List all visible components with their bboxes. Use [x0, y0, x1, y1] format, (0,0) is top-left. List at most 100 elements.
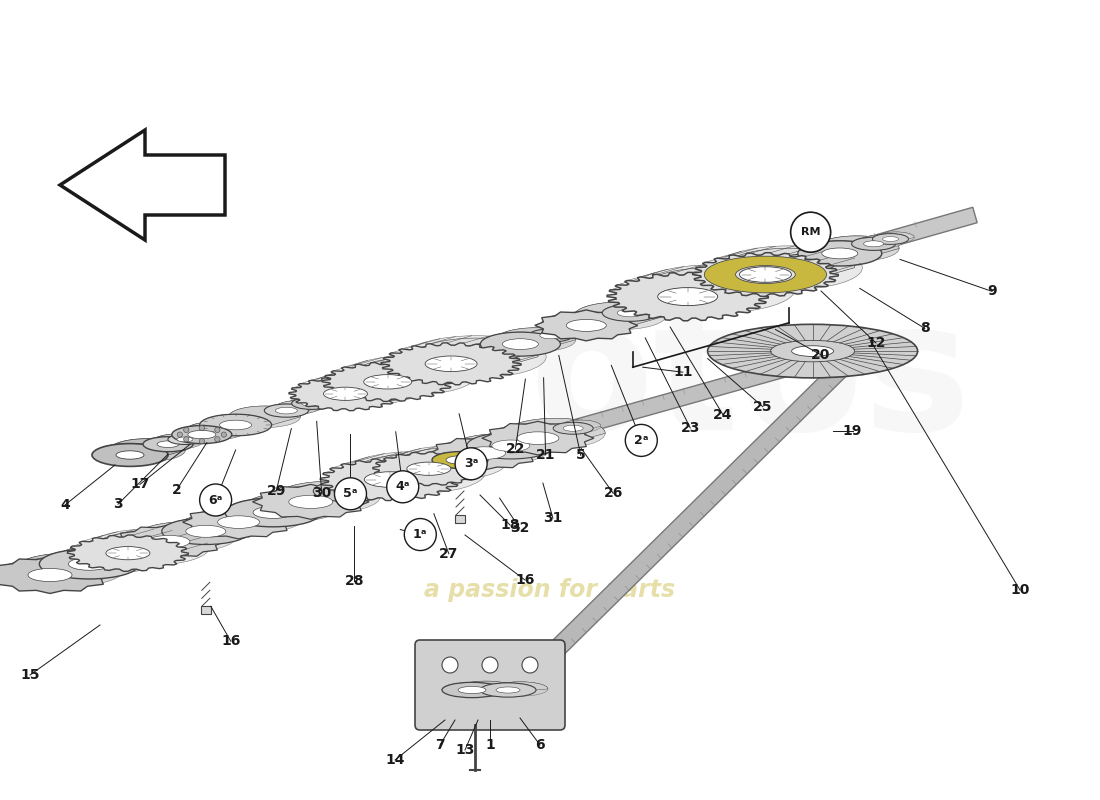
- Ellipse shape: [792, 258, 820, 267]
- Ellipse shape: [345, 355, 476, 395]
- Ellipse shape: [788, 250, 847, 269]
- Ellipse shape: [364, 374, 411, 389]
- Ellipse shape: [301, 394, 341, 406]
- Ellipse shape: [442, 682, 502, 698]
- Ellipse shape: [450, 434, 550, 464]
- Ellipse shape: [644, 294, 695, 310]
- Ellipse shape: [188, 430, 216, 438]
- Ellipse shape: [276, 482, 381, 513]
- Polygon shape: [389, 338, 538, 364]
- Ellipse shape: [481, 429, 569, 455]
- Polygon shape: [463, 339, 535, 352]
- Bar: [201, 606, 211, 614]
- Ellipse shape: [632, 297, 684, 313]
- Ellipse shape: [822, 248, 858, 258]
- Text: 7: 7: [436, 738, 444, 752]
- Text: 20: 20: [811, 347, 830, 362]
- Polygon shape: [188, 503, 304, 522]
- Ellipse shape: [406, 336, 547, 378]
- Circle shape: [214, 427, 220, 433]
- Ellipse shape: [143, 437, 192, 452]
- Bar: [455, 515, 465, 523]
- Text: 23: 23: [681, 421, 700, 435]
- Polygon shape: [330, 358, 469, 382]
- Circle shape: [522, 657, 538, 673]
- Ellipse shape: [327, 477, 399, 498]
- Ellipse shape: [364, 472, 416, 487]
- Ellipse shape: [185, 422, 245, 440]
- Ellipse shape: [480, 347, 507, 356]
- Polygon shape: [320, 458, 461, 501]
- Text: 18: 18: [500, 518, 519, 532]
- Ellipse shape: [717, 246, 862, 290]
- Ellipse shape: [851, 237, 895, 250]
- Ellipse shape: [310, 371, 424, 405]
- Polygon shape: [199, 406, 300, 425]
- Ellipse shape: [301, 400, 321, 406]
- Ellipse shape: [253, 506, 293, 518]
- Ellipse shape: [561, 420, 601, 432]
- Text: 30: 30: [312, 486, 331, 501]
- Ellipse shape: [264, 404, 308, 418]
- Polygon shape: [442, 681, 516, 690]
- Text: 9: 9: [987, 284, 997, 298]
- Circle shape: [442, 657, 458, 673]
- Ellipse shape: [276, 401, 320, 414]
- Ellipse shape: [710, 278, 750, 290]
- Ellipse shape: [455, 681, 516, 697]
- Ellipse shape: [106, 546, 150, 560]
- Polygon shape: [602, 301, 672, 313]
- Polygon shape: [322, 362, 453, 402]
- Circle shape: [184, 437, 189, 442]
- Polygon shape: [92, 438, 185, 455]
- Text: 22: 22: [506, 442, 525, 456]
- Circle shape: [405, 518, 437, 550]
- Ellipse shape: [414, 363, 453, 375]
- Ellipse shape: [333, 486, 365, 496]
- Text: 10: 10: [1010, 583, 1030, 597]
- Ellipse shape: [68, 558, 110, 570]
- Text: 1: 1: [485, 738, 495, 752]
- Ellipse shape: [466, 433, 554, 459]
- Ellipse shape: [553, 422, 593, 434]
- Ellipse shape: [92, 443, 168, 466]
- Ellipse shape: [496, 687, 520, 693]
- Polygon shape: [143, 434, 202, 444]
- Circle shape: [455, 448, 487, 480]
- Text: 3: 3: [113, 497, 123, 511]
- Text: RM: RM: [801, 227, 821, 238]
- Polygon shape: [314, 477, 399, 491]
- Text: 19: 19: [843, 424, 862, 438]
- Ellipse shape: [503, 338, 538, 350]
- Ellipse shape: [168, 434, 202, 445]
- Ellipse shape: [157, 441, 179, 447]
- Ellipse shape: [226, 498, 321, 527]
- Polygon shape: [119, 522, 236, 542]
- Ellipse shape: [492, 682, 548, 696]
- Polygon shape: [128, 207, 977, 462]
- Polygon shape: [226, 493, 340, 513]
- Polygon shape: [776, 250, 847, 263]
- Circle shape: [199, 426, 205, 430]
- Polygon shape: [701, 248, 855, 274]
- Text: 31: 31: [543, 511, 562, 525]
- Ellipse shape: [289, 495, 333, 509]
- Ellipse shape: [864, 241, 883, 246]
- Ellipse shape: [57, 544, 156, 574]
- Ellipse shape: [292, 398, 332, 410]
- Text: 25: 25: [752, 400, 772, 414]
- Text: 16: 16: [221, 634, 241, 648]
- Ellipse shape: [563, 426, 583, 431]
- Ellipse shape: [872, 234, 909, 245]
- Text: 13: 13: [455, 743, 475, 757]
- Ellipse shape: [517, 432, 559, 445]
- Ellipse shape: [425, 356, 477, 371]
- Polygon shape: [488, 418, 605, 438]
- Circle shape: [214, 437, 220, 442]
- Ellipse shape: [28, 568, 72, 582]
- Polygon shape: [710, 277, 758, 285]
- Text: 4: 4: [60, 498, 70, 512]
- Ellipse shape: [878, 232, 914, 242]
- Ellipse shape: [646, 302, 670, 309]
- Polygon shape: [553, 420, 601, 428]
